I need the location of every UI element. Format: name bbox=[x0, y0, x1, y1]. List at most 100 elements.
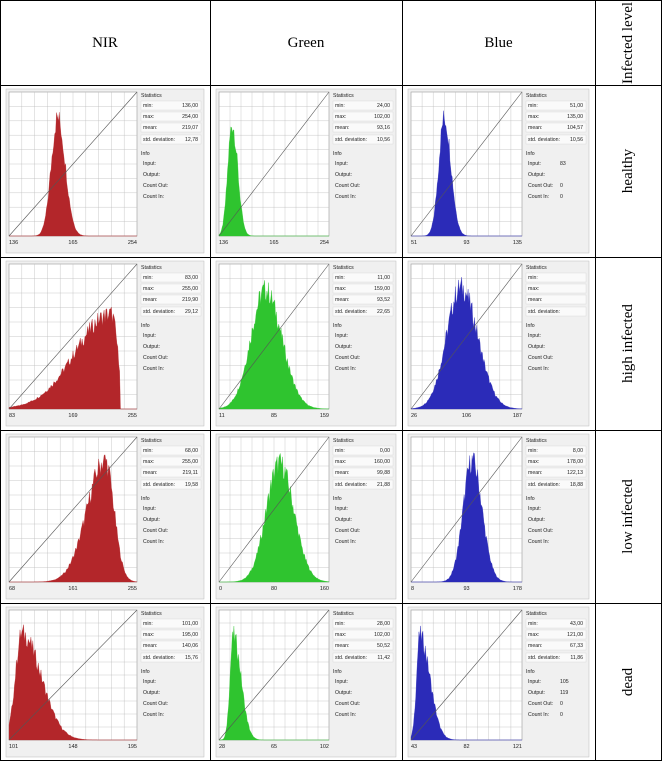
axis-label: 51 bbox=[411, 240, 417, 246]
stat-value: 121,00 bbox=[567, 632, 583, 638]
axis-label: 102 bbox=[320, 744, 329, 750]
stat-value: 12,78 bbox=[185, 137, 198, 143]
stat-box bbox=[140, 629, 202, 640]
histogram-shape bbox=[219, 453, 330, 583]
statistics-title: Statistics bbox=[526, 438, 547, 444]
stat-box bbox=[525, 479, 587, 490]
histogram-panel: 26 106 187 Statistics min: max: mean: std. devi… bbox=[407, 260, 590, 427]
info-title: Info bbox=[526, 323, 535, 329]
statistics-title: Statistics bbox=[141, 265, 162, 271]
info-label: Output: bbox=[335, 517, 352, 523]
histogram-shape bbox=[411, 452, 522, 583]
stat-value: 104,57 bbox=[567, 125, 583, 131]
stat-box bbox=[332, 467, 394, 478]
info-title: Info bbox=[141, 669, 150, 675]
stat-box bbox=[332, 629, 394, 640]
axis-label: 159 bbox=[320, 413, 329, 419]
axis-label: 160 bbox=[320, 586, 329, 592]
stat-label: max: bbox=[143, 286, 154, 292]
axis-label: 187 bbox=[513, 413, 522, 419]
stat-value: 219,07 bbox=[182, 125, 198, 131]
column-header: Blue bbox=[484, 35, 513, 51]
stat-label: mean: bbox=[528, 297, 542, 303]
info-title: Info bbox=[526, 151, 535, 157]
axis-label: 254 bbox=[320, 240, 329, 246]
info-label: Count In: bbox=[528, 712, 549, 718]
axis-label: 106 bbox=[462, 413, 471, 419]
stat-label: min: bbox=[335, 621, 345, 627]
info-label: Output: bbox=[143, 690, 160, 696]
histogram-panel: 68 161 255 Statistics min: 68,00 max: 255,00 mea… bbox=[5, 433, 205, 600]
row-level: dead bbox=[620, 667, 636, 696]
stat-label: std. deviation: bbox=[335, 309, 367, 315]
stat-label: mean: bbox=[335, 470, 349, 476]
stat-value: 122,13 bbox=[567, 470, 583, 476]
histogram-panel: 136 165 254 Statistics min: 24,00 max: 102,00 me… bbox=[215, 88, 397, 254]
stat-box bbox=[332, 100, 394, 111]
stat-label: std. deviation: bbox=[143, 137, 175, 143]
statistics-title: Statistics bbox=[526, 93, 547, 99]
diagonal bbox=[410, 436, 523, 583]
histogram-shape bbox=[8, 624, 137, 741]
stat-box bbox=[140, 100, 202, 111]
axis-label: 65 bbox=[271, 744, 277, 750]
axis-label: 83 bbox=[9, 413, 15, 419]
info-label: Count Out: bbox=[528, 528, 553, 534]
stat-box bbox=[332, 283, 394, 294]
info-label: Count In: bbox=[528, 539, 549, 545]
stat-value: 11,00 bbox=[377, 275, 390, 281]
stat-value: 160,00 bbox=[374, 459, 390, 465]
stat-box bbox=[140, 456, 202, 467]
stat-value: 22,65 bbox=[377, 309, 390, 315]
info-title: Info bbox=[526, 496, 535, 502]
stat-box bbox=[332, 652, 394, 663]
stat-box bbox=[140, 618, 202, 629]
stat-value: 15,76 bbox=[185, 655, 198, 661]
info-label: Count Out: bbox=[335, 701, 360, 707]
column-header: NIR bbox=[92, 35, 118, 51]
info-label: Input: bbox=[335, 679, 348, 685]
info-value: 0 bbox=[560, 701, 563, 707]
stat-label: max: bbox=[143, 459, 154, 465]
stat-value: 83,00 bbox=[185, 275, 198, 281]
stat-label: mean: bbox=[143, 470, 157, 476]
info-value: 83 bbox=[560, 161, 566, 167]
row-level: high infected bbox=[620, 304, 636, 383]
stat-label: std. deviation: bbox=[528, 482, 560, 488]
stat-value: 10,56 bbox=[570, 137, 583, 143]
axis-label: 178 bbox=[513, 586, 522, 592]
axis-label: 195 bbox=[128, 744, 137, 750]
stat-label: max: bbox=[528, 286, 539, 292]
axis-label: 169 bbox=[68, 413, 77, 419]
info-label: Input: bbox=[528, 506, 541, 512]
info-title: Info bbox=[333, 669, 342, 675]
diagonal bbox=[8, 91, 138, 237]
statistics-title: Statistics bbox=[333, 438, 354, 444]
diagonal bbox=[218, 263, 330, 410]
stat-label: mean: bbox=[528, 643, 542, 649]
stat-value: 21,88 bbox=[377, 482, 390, 488]
row-level: low infected bbox=[620, 479, 636, 554]
stat-label: mean: bbox=[335, 297, 349, 303]
stat-box bbox=[525, 629, 587, 640]
stat-label: min: bbox=[528, 448, 538, 454]
stat-box bbox=[332, 294, 394, 305]
info-label: Count In: bbox=[143, 539, 164, 545]
stat-label: min: bbox=[143, 103, 153, 109]
stat-label: max: bbox=[143, 632, 154, 638]
stat-box bbox=[332, 640, 394, 651]
info-label: Input: bbox=[143, 679, 156, 685]
stat-box bbox=[140, 272, 202, 283]
histogram-panel: 43 82 121 Statistics min: 43,00 max: 121,00 mean… bbox=[407, 606, 590, 758]
info-label: Input: bbox=[335, 333, 348, 339]
info-label: Count Out: bbox=[528, 355, 553, 361]
axis-label: 165 bbox=[68, 240, 77, 246]
info-label: Count Out: bbox=[335, 528, 360, 534]
stat-value: 0,00 bbox=[380, 448, 390, 454]
diagonal bbox=[218, 91, 330, 237]
histogram-shape bbox=[410, 277, 523, 410]
stat-value: 29,12 bbox=[185, 309, 198, 315]
info-label: Count Out: bbox=[528, 701, 553, 707]
info-label: Output: bbox=[143, 517, 160, 523]
stat-label: max: bbox=[335, 114, 346, 120]
